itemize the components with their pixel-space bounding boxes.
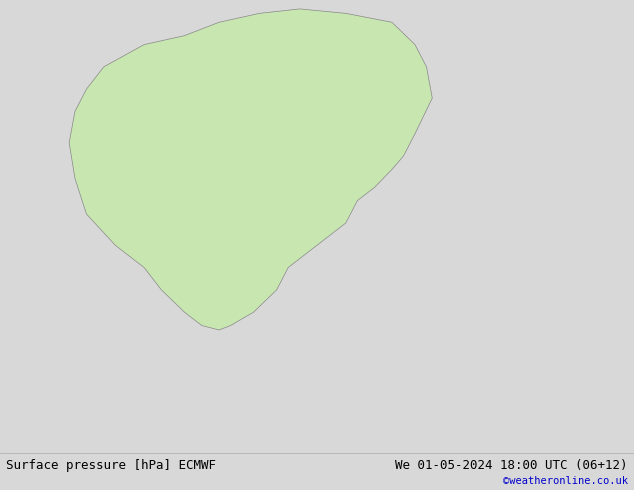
Text: ©weatheronline.co.uk: ©weatheronline.co.uk <box>503 476 628 487</box>
Text: Surface pressure [hPa] ECMWF: Surface pressure [hPa] ECMWF <box>6 459 216 472</box>
Text: We 01-05-2024 18:00 UTC (06+12): We 01-05-2024 18:00 UTC (06+12) <box>395 459 628 472</box>
Polygon shape <box>69 9 432 330</box>
